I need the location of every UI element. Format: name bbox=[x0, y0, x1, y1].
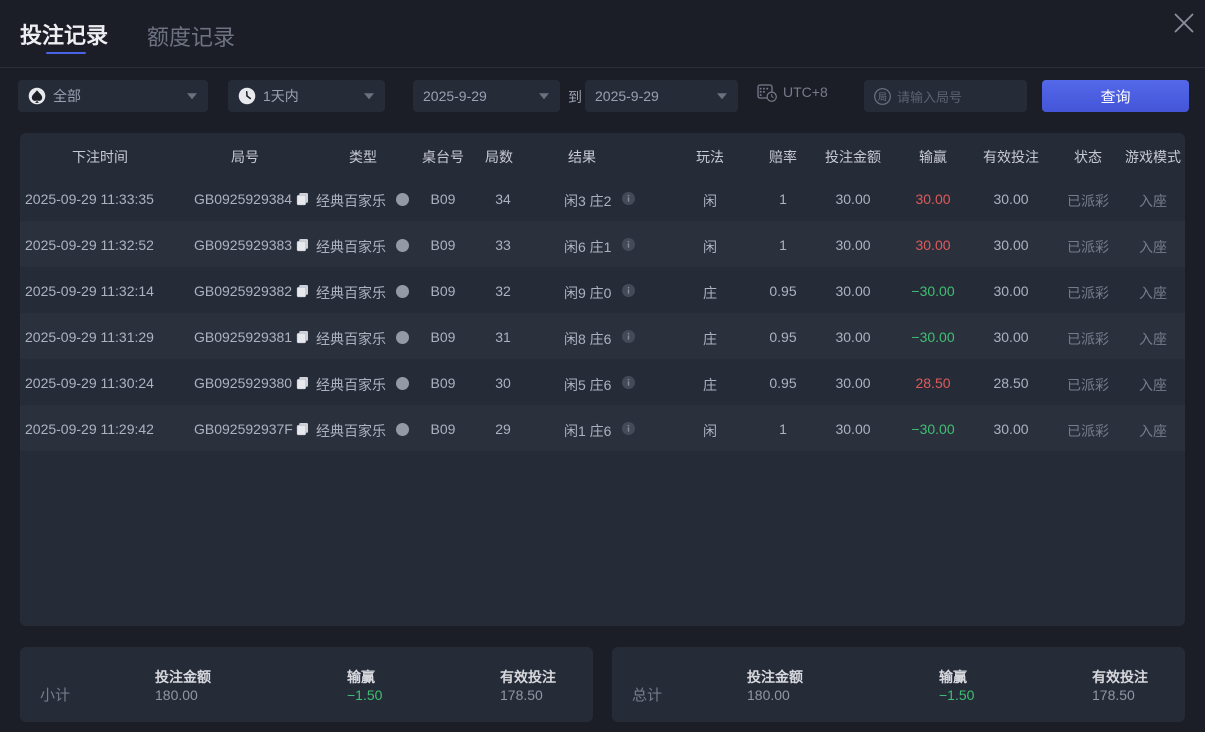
svg-text:局: 局 bbox=[878, 92, 887, 102]
